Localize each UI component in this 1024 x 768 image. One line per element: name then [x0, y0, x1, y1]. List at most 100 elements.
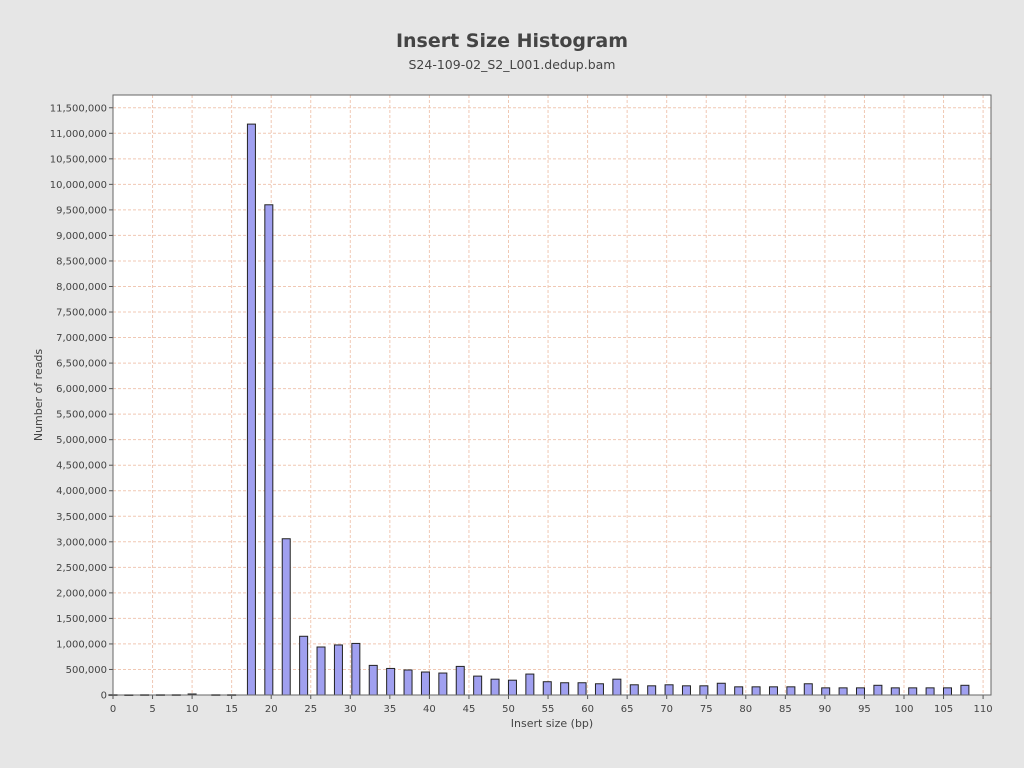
chart-title: Insert Size Histogram	[395, 30, 629, 52]
histogram-bar	[473, 675, 483, 696]
y-tick-label: 10,000,000	[50, 180, 107, 191]
histogram-bar	[368, 664, 378, 696]
axes: 0 500,000 1,000,000 1,500,000 2,000,000 2,500…	[50, 94, 993, 715]
histogram-bar	[351, 642, 361, 696]
x-tick-label: 95	[858, 704, 871, 715]
y-tick-label: 11,000,000	[50, 129, 107, 140]
x-axis-label: Insert size (bp)	[511, 717, 593, 730]
y-tick-label: 500,000	[66, 665, 107, 676]
histogram-bar	[786, 686, 796, 696]
y-tick-label: 9,500,000	[56, 205, 107, 216]
histogram-bar	[942, 687, 952, 696]
y-tick-label: 3,000,000	[56, 537, 107, 548]
x-tick-label: 40	[423, 704, 436, 715]
y-tick-label: 9,000,000	[56, 231, 107, 242]
y-tick-label: 6,500,000	[56, 359, 107, 370]
y-tick-label: 8,500,000	[56, 256, 107, 267]
histogram-bar	[716, 682, 726, 696]
histogram-bar	[316, 646, 326, 696]
histogram-bar	[577, 682, 587, 696]
plot-border	[112, 94, 992, 696]
grid-lines	[113, 95, 991, 695]
x-tick-label: 85	[779, 704, 792, 715]
y-axis-label: Number of reads	[32, 349, 45, 442]
histogram-bar	[768, 686, 778, 696]
y-tick-label: 2,500,000	[56, 563, 107, 574]
y-tick-label: 5,500,000	[56, 410, 107, 421]
y-tick-label: 3,500,000	[56, 512, 107, 523]
y-tick-label: 1,500,000	[56, 614, 107, 625]
x-tick-label: 25	[304, 704, 317, 715]
histogram-bar	[612, 678, 622, 696]
x-tick-label: 75	[700, 704, 713, 715]
histogram-bar	[908, 687, 918, 696]
histogram-bar	[403, 669, 413, 696]
y-tick-label: 1,000,000	[56, 639, 107, 650]
x-tick-label: 35	[383, 704, 396, 715]
histogram-bar	[873, 684, 883, 696]
histogram-bar	[420, 671, 430, 696]
histogram-bar	[821, 687, 831, 696]
histogram-bar	[664, 684, 674, 696]
y-tick-label: 11,500,000	[50, 103, 107, 114]
histogram-bar	[960, 684, 970, 696]
x-tick-label: 80	[739, 704, 752, 715]
histogram-bar	[299, 635, 309, 696]
x-tick-label: 15	[225, 704, 238, 715]
histogram-bar	[681, 685, 691, 696]
histogram-bar	[751, 686, 761, 696]
histogram-bar	[855, 687, 865, 696]
x-tick-label: 90	[819, 704, 832, 715]
x-tick-label: 65	[621, 704, 634, 715]
y-tick-label: 8,000,000	[56, 282, 107, 293]
histogram-bar	[629, 684, 639, 696]
x-tick-label: 20	[265, 704, 278, 715]
x-tick-label: 60	[581, 704, 594, 715]
x-tick-label: 105	[934, 704, 953, 715]
y-tick-label: 2,000,000	[56, 588, 107, 599]
histogram-bar	[264, 204, 274, 696]
y-tick-label: 4,000,000	[56, 486, 107, 497]
histogram-bar	[647, 685, 657, 696]
histogram-bar	[490, 678, 500, 696]
x-tick-label: 70	[660, 704, 673, 715]
bars	[108, 123, 970, 696]
y-tick-label: 6,000,000	[56, 384, 107, 395]
chart-subtitle: S24-109-02_S2_L001.dedup.bam	[408, 57, 616, 72]
y-tick-label: 0	[101, 691, 107, 702]
histogram-bar	[594, 683, 604, 696]
histogram-bar	[386, 667, 396, 696]
histogram-bar	[455, 665, 465, 696]
x-tick-label: 0	[110, 704, 116, 715]
histogram-bar	[246, 123, 256, 696]
histogram-bar	[438, 672, 448, 696]
histogram-bar	[890, 687, 900, 696]
x-tick-label: 55	[542, 704, 555, 715]
x-tick-label: 100	[894, 704, 913, 715]
histogram-bar	[542, 681, 552, 696]
x-tick-label: 10	[186, 704, 199, 715]
x-tick-label: 5	[149, 704, 155, 715]
histogram-bar	[560, 682, 570, 696]
histogram-bar	[925, 687, 935, 696]
histogram-bar	[525, 673, 535, 696]
y-tick-label: 4,500,000	[56, 461, 107, 472]
histogram-bar	[838, 687, 848, 696]
histogram-bar	[734, 686, 744, 696]
histogram-bar	[803, 683, 813, 696]
x-tick-label: 45	[463, 704, 476, 715]
plot-area	[113, 95, 991, 695]
y-tick-label: 10,500,000	[50, 154, 107, 165]
histogram-bar	[507, 679, 517, 696]
histogram-bar	[281, 538, 291, 696]
histogram-bar	[333, 644, 343, 696]
histogram-bar	[699, 685, 709, 696]
x-tick-label: 30	[344, 704, 357, 715]
y-tick-label: 7,000,000	[56, 333, 107, 344]
y-tick-label: 5,000,000	[56, 435, 107, 446]
x-tick-label: 50	[502, 704, 515, 715]
y-tick-label: 7,500,000	[56, 308, 107, 319]
x-tick-label: 110	[974, 704, 993, 715]
